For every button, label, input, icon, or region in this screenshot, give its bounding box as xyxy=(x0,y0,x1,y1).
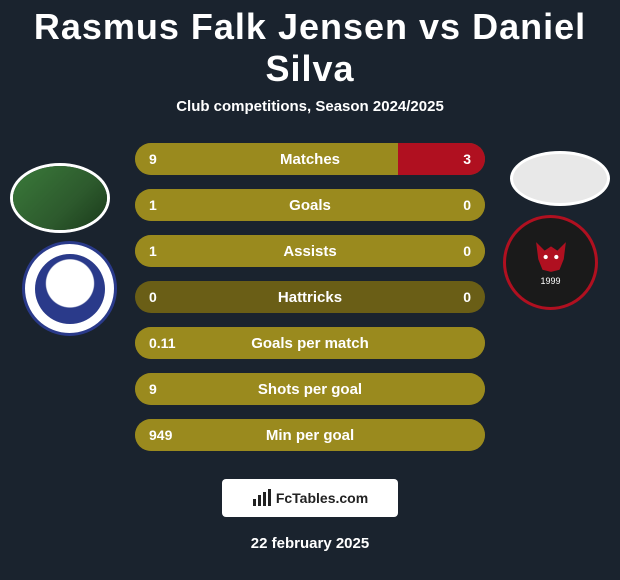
stat-label: Shots per goal xyxy=(135,381,485,398)
compare-area: ★ ★ 1999 9Matches31Goals01Assists00Hattr… xyxy=(0,143,620,451)
watermark: FcTables.com xyxy=(222,479,398,517)
stat-label: Goals per match xyxy=(135,335,485,352)
chart-icon xyxy=(252,489,272,507)
club-right-year: 1999 xyxy=(540,276,560,286)
stat-label: Hattricks xyxy=(135,289,485,306)
stat-label: Min per goal xyxy=(135,427,485,444)
stat-value-right: 0 xyxy=(463,289,471,305)
club-right-badge-inner: 1999 xyxy=(529,240,573,286)
player-left-name: Rasmus Falk Jensen xyxy=(34,6,408,47)
vs-separator: vs xyxy=(419,6,461,47)
club-left-stars-icon: ★ ★ xyxy=(56,241,83,242)
comparison-infographic: Rasmus Falk Jensen vs Daniel Silva Club … xyxy=(0,0,620,580)
watermark-text: FcTables.com xyxy=(276,490,368,506)
subtitle: Club competitions, Season 2024/2025 xyxy=(0,98,620,115)
stat-label: Matches xyxy=(135,151,485,168)
stats-list: 9Matches31Goals01Assists00Hattricks00.11… xyxy=(135,143,485,451)
stat-value-right: 0 xyxy=(463,243,471,259)
wolf-head-icon xyxy=(529,240,573,274)
stat-value-right: 3 xyxy=(463,151,471,167)
stat-row: 1Assists0 xyxy=(135,235,485,267)
club-right-badge: 1999 xyxy=(503,215,598,310)
page-title: Rasmus Falk Jensen vs Daniel Silva xyxy=(0,6,620,90)
club-left-badge-inner xyxy=(35,254,105,324)
player-left-avatar-image xyxy=(13,166,107,230)
club-left-badge: ★ ★ xyxy=(22,241,117,336)
stat-value-right: 0 xyxy=(463,197,471,213)
stat-label: Assists xyxy=(135,243,485,260)
stat-row: 0Hattricks0 xyxy=(135,281,485,313)
stat-row: 9Matches3 xyxy=(135,143,485,175)
stat-row: 1Goals0 xyxy=(135,189,485,221)
player-left-avatar xyxy=(10,163,110,233)
date: 22 february 2025 xyxy=(0,535,620,552)
stat-row: 0.11Goals per match xyxy=(135,327,485,359)
player-right-avatar xyxy=(510,151,610,206)
stat-label: Goals xyxy=(135,197,485,214)
stat-row: 9Shots per goal xyxy=(135,373,485,405)
stat-row: 949Min per goal xyxy=(135,419,485,451)
